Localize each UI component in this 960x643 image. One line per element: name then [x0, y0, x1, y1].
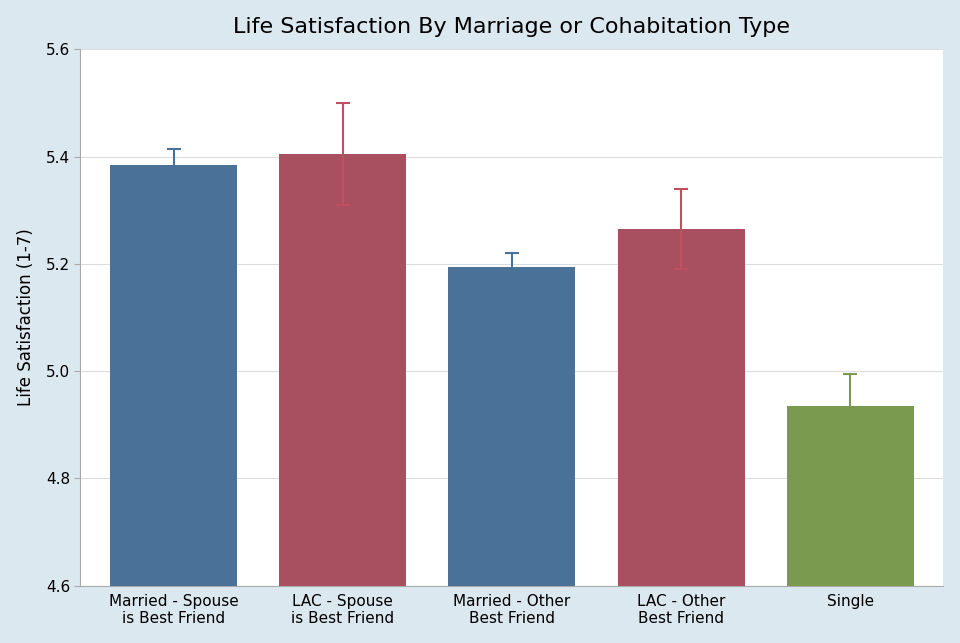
- Bar: [787, 406, 914, 586]
- Y-axis label: Life Satisfaction (1-7): Life Satisfaction (1-7): [16, 229, 35, 406]
- Title: Life Satisfaction By Marriage or Cohabitation Type: Life Satisfaction By Marriage or Cohabit…: [233, 17, 790, 37]
- Bar: [448, 266, 575, 586]
- Bar: [617, 229, 745, 586]
- Bar: [279, 154, 406, 586]
- Bar: [110, 165, 237, 586]
